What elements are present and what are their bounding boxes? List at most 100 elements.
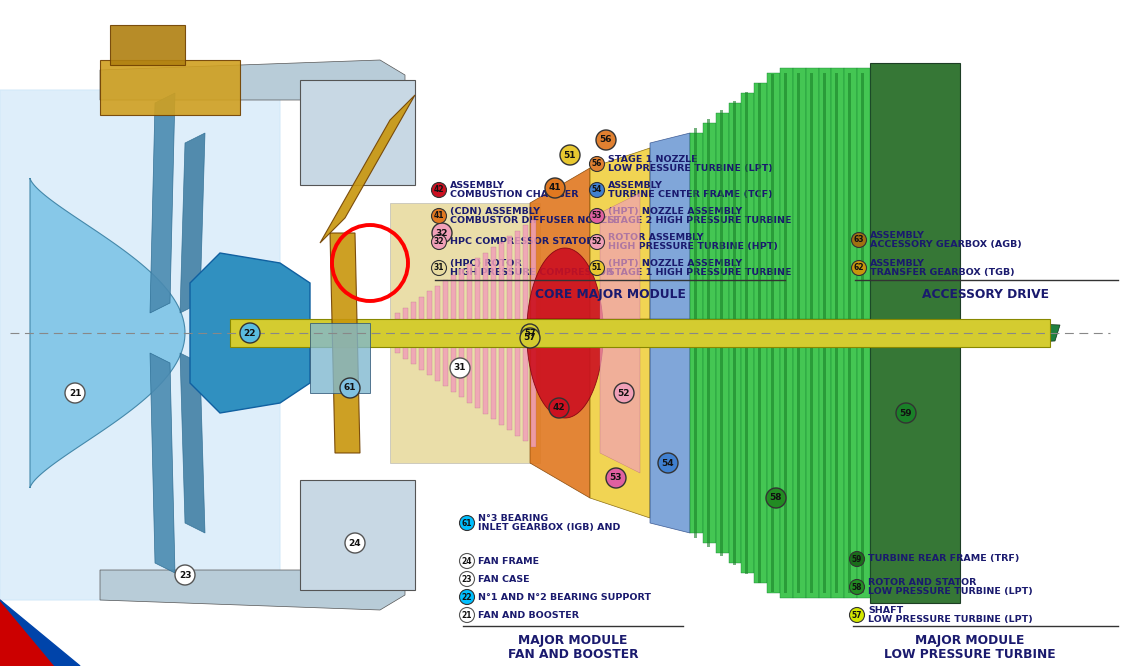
Text: LOW PRESSURE TURBINE: LOW PRESSURE TURBINE xyxy=(884,648,1056,661)
Circle shape xyxy=(459,553,475,569)
Polygon shape xyxy=(419,296,424,319)
Polygon shape xyxy=(650,347,690,533)
Polygon shape xyxy=(515,230,520,319)
Polygon shape xyxy=(870,63,960,603)
Text: 24: 24 xyxy=(462,557,473,565)
Circle shape xyxy=(431,208,447,224)
Polygon shape xyxy=(390,347,540,463)
Text: 61: 61 xyxy=(462,519,473,527)
Polygon shape xyxy=(523,347,528,441)
Text: 22: 22 xyxy=(462,593,473,601)
Circle shape xyxy=(340,378,360,398)
Circle shape xyxy=(431,234,447,250)
Polygon shape xyxy=(720,347,723,556)
Polygon shape xyxy=(467,264,472,319)
Text: STAGE 1 NOZZLE: STAGE 1 NOZZLE xyxy=(608,155,697,164)
Polygon shape xyxy=(836,73,839,319)
Text: 52: 52 xyxy=(592,238,602,246)
Polygon shape xyxy=(780,347,793,598)
Circle shape xyxy=(520,328,540,348)
Polygon shape xyxy=(822,73,825,319)
Circle shape xyxy=(459,607,475,623)
Polygon shape xyxy=(848,73,851,319)
Text: 32: 32 xyxy=(433,238,445,246)
Text: 59: 59 xyxy=(852,555,862,563)
Text: 56: 56 xyxy=(592,159,602,168)
Polygon shape xyxy=(435,347,440,380)
Text: 62: 62 xyxy=(853,264,865,272)
Circle shape xyxy=(614,383,634,403)
Text: (HPT) NOZZLE ASSEMBLY: (HPT) NOZZLE ASSEMBLY xyxy=(608,207,742,216)
Text: 31: 31 xyxy=(454,364,466,372)
Text: HIGH PRESSURE COMPRESSOR: HIGH PRESSURE COMPRESSOR xyxy=(450,268,613,277)
Text: N°3 BEARING: N°3 BEARING xyxy=(478,514,548,523)
Text: 57: 57 xyxy=(523,334,537,342)
Polygon shape xyxy=(857,68,870,319)
Polygon shape xyxy=(0,90,280,600)
Text: 58: 58 xyxy=(769,494,783,503)
Polygon shape xyxy=(459,269,464,319)
Polygon shape xyxy=(0,600,80,666)
Polygon shape xyxy=(150,93,175,313)
Text: ACCESSORY GEARBOX (AGB): ACCESSORY GEARBOX (AGB) xyxy=(870,240,1022,249)
Polygon shape xyxy=(831,68,844,319)
Polygon shape xyxy=(531,347,536,446)
Polygon shape xyxy=(960,321,1060,345)
Text: STAGE 2 HIGH PRESSURE TURBINE: STAGE 2 HIGH PRESSURE TURBINE xyxy=(608,216,792,225)
Text: 51: 51 xyxy=(592,264,602,272)
Polygon shape xyxy=(442,347,448,386)
Polygon shape xyxy=(523,225,528,319)
Polygon shape xyxy=(411,347,416,364)
Polygon shape xyxy=(600,347,640,473)
Circle shape xyxy=(849,607,865,623)
Circle shape xyxy=(849,551,865,567)
Circle shape xyxy=(590,182,604,198)
Polygon shape xyxy=(715,113,729,319)
Circle shape xyxy=(851,260,867,276)
Text: 42: 42 xyxy=(433,186,445,194)
Polygon shape xyxy=(100,60,405,100)
Text: 24: 24 xyxy=(348,539,362,547)
Text: ROTOR ASSEMBLY: ROTOR ASSEMBLY xyxy=(608,233,703,242)
Polygon shape xyxy=(810,347,813,593)
Text: 23: 23 xyxy=(462,575,473,583)
Text: 57: 57 xyxy=(851,611,862,619)
Polygon shape xyxy=(427,291,432,319)
Polygon shape xyxy=(506,347,512,430)
Circle shape xyxy=(521,324,539,342)
Polygon shape xyxy=(451,347,456,392)
Polygon shape xyxy=(758,347,761,583)
Circle shape xyxy=(590,208,604,224)
Polygon shape xyxy=(100,570,405,610)
Circle shape xyxy=(590,157,604,172)
Polygon shape xyxy=(861,73,864,319)
Polygon shape xyxy=(810,73,813,319)
Text: 56: 56 xyxy=(600,135,612,145)
Text: 21: 21 xyxy=(462,611,473,619)
Polygon shape xyxy=(483,252,489,319)
Polygon shape xyxy=(590,148,650,319)
Text: FAN CASE: FAN CASE xyxy=(478,575,530,583)
Text: 51: 51 xyxy=(564,151,576,159)
Polygon shape xyxy=(767,73,780,319)
Polygon shape xyxy=(180,353,206,533)
Polygon shape xyxy=(499,347,504,424)
Polygon shape xyxy=(729,103,741,319)
Polygon shape xyxy=(300,80,416,185)
Text: 54: 54 xyxy=(592,186,602,194)
Text: 52: 52 xyxy=(618,388,630,398)
Circle shape xyxy=(849,579,865,595)
Polygon shape xyxy=(706,347,710,547)
Polygon shape xyxy=(822,347,825,593)
Polygon shape xyxy=(690,347,703,533)
Polygon shape xyxy=(150,353,175,573)
Text: 41: 41 xyxy=(433,212,445,220)
Polygon shape xyxy=(741,93,755,319)
Text: FAN FRAME: FAN FRAME xyxy=(478,557,539,565)
Polygon shape xyxy=(403,347,408,358)
Polygon shape xyxy=(861,347,864,593)
Polygon shape xyxy=(844,68,857,319)
Circle shape xyxy=(851,232,867,248)
Polygon shape xyxy=(527,333,603,418)
Text: 63: 63 xyxy=(853,236,865,244)
